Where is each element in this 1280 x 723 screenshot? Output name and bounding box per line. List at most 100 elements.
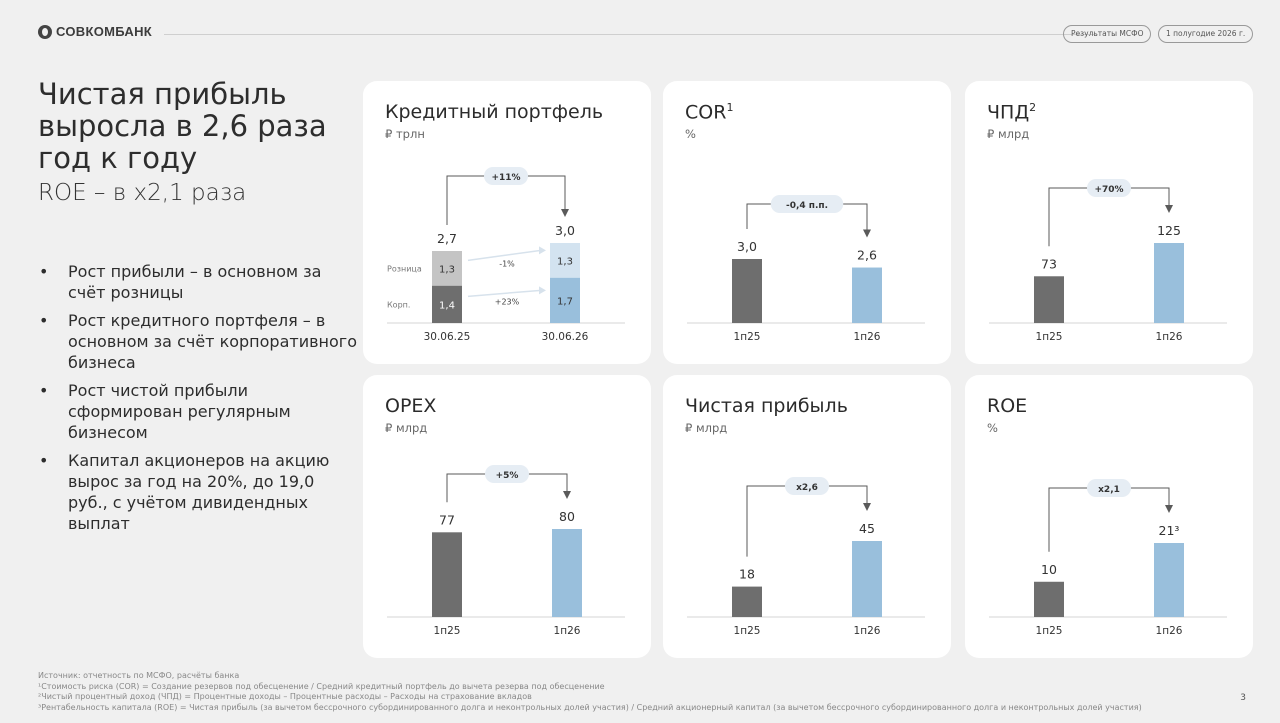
period-pill: 1 полугодие 2026 г.	[1158, 25, 1254, 43]
segment-value-label: 1,4	[439, 300, 455, 311]
delta-arrow-icon	[863, 229, 871, 238]
bar-value-label: 77	[439, 512, 455, 527]
footnote: ¹Стоимость риска (COR) = Создание резерв…	[38, 681, 605, 691]
bullet-item: Рост прибыли – в основном за счёт розниц…	[38, 261, 358, 303]
card-unit: %	[685, 127, 696, 141]
x-tick-label: 1п25	[1036, 331, 1063, 343]
opex-chart: 77 1п25 80 1п26 +5%	[387, 465, 625, 637]
bar	[1034, 276, 1064, 323]
bar	[1154, 243, 1184, 323]
delta-connector	[746, 485, 868, 557]
bar-value-label: 3,0	[737, 239, 757, 254]
segment-arrow-icon	[539, 286, 546, 295]
bullet-list: Рост прибыли – в основном за счёт розниц…	[38, 261, 358, 541]
card-title: COR1	[685, 101, 734, 124]
card-title: Кредитный портфель	[385, 101, 604, 123]
card-unit: ₽ млрд	[685, 421, 728, 435]
logo-icon	[38, 24, 52, 39]
segment-name-label: Корп.	[387, 300, 410, 309]
footnote: ³Рентабельность капитала (ROE) = Чистая …	[38, 702, 1142, 712]
loan-portfolio-chart: 1,4 1,3 2,7 30.06.25 1,7 1,3 3,0 30.06.26 Розниц…	[387, 167, 625, 343]
bank-logo: СОВКОМБАНК	[38, 24, 152, 39]
card-unit: ₽ трлн	[385, 127, 425, 141]
delta-arrow-icon	[1165, 205, 1173, 213]
bar-value-label: 73	[1041, 256, 1057, 271]
bar-segment	[550, 243, 580, 278]
bar-value-label: 10	[1041, 562, 1057, 577]
segment-delta-label: -1%	[499, 259, 515, 268]
x-tick-label: 1п25	[434, 625, 461, 637]
page-subtitle: ROE – в х2,1 раза	[38, 180, 247, 206]
bar-segment	[550, 277, 580, 323]
delta-badge	[485, 465, 529, 483]
x-tick-label: 1п26	[554, 625, 581, 637]
x-tick-label: 1п26	[854, 331, 881, 343]
bullet-item: Капитал акционеров на акцию вырос за год…	[38, 450, 358, 534]
roe-card: ROE % 10 1п25 21³ 1п26 х2,1	[965, 375, 1253, 658]
delta-label: х2,1	[1098, 485, 1120, 495]
bar	[432, 532, 462, 617]
card-unit: %	[987, 421, 998, 435]
footnote: ²Чистый процентный доход (ЧПД) = Процент…	[38, 692, 532, 701]
report-type-pill: Результаты МСФО	[1063, 25, 1152, 43]
bar-value-label: 80	[559, 509, 575, 524]
card-title: Чистая прибыль	[685, 395, 848, 417]
delta-badge	[1087, 179, 1131, 197]
delta-label: х2,6	[796, 483, 818, 493]
footnote: Источник: отчетность по МСФО, расчёты ба…	[38, 671, 240, 680]
bar-value-label: 18	[739, 567, 755, 582]
bar-value-label: 125	[1157, 223, 1181, 238]
page-number: 3	[1240, 693, 1246, 703]
bar	[852, 541, 882, 617]
segment-name-label: Розница	[387, 264, 422, 273]
card-unit: ₽ млрд	[385, 421, 428, 435]
x-tick-label: 1п26	[854, 625, 881, 637]
delta-label: -0,4 п.п.	[786, 201, 828, 211]
segment-value-label: 1,3	[439, 264, 455, 275]
total-value-label: 3,0	[555, 223, 575, 238]
net-profit-chart: 18 1п25 45 1п26 х2,6	[687, 477, 925, 637]
bar-value-label: 21³	[1159, 523, 1180, 538]
card-unit: ₽ млрд	[987, 127, 1030, 141]
x-tick-label: 1п25	[1036, 625, 1063, 637]
card-title: ЧПД2	[987, 101, 1037, 124]
delta-arrow-icon	[561, 209, 569, 217]
bar	[732, 586, 762, 617]
delta-badge	[484, 167, 528, 185]
cor-card: COR1 % 3,0 1п25 2,6 1п26 -0,4 п.п.	[663, 81, 951, 364]
bar-segment	[432, 251, 462, 286]
delta-badge	[1087, 479, 1131, 497]
x-tick-label: 30.06.26	[542, 331, 589, 343]
x-tick-label: 1п26	[1156, 625, 1183, 637]
x-tick-label: 1п25	[734, 625, 761, 637]
bar-value-label: 45	[859, 521, 875, 536]
segment-growth-line	[467, 289, 542, 298]
bullet-item: Рост чистой прибыли сформирован регулярн…	[38, 380, 358, 443]
segment-arrow-icon	[539, 246, 546, 255]
delta-label: +70%	[1094, 185, 1123, 195]
header-divider	[164, 34, 1094, 35]
delta-arrow-icon	[1165, 505, 1173, 513]
delta-arrow-icon	[563, 491, 571, 499]
page-title: Чистая прибыль выросла в 2,6 раза год к …	[38, 77, 327, 175]
bar	[1154, 543, 1184, 617]
x-tick-label: 1п26	[1156, 331, 1183, 343]
header: СОВКОМБАНК Результаты МСФО 1 полугодие 2…	[38, 24, 1254, 44]
bar-segment	[432, 285, 462, 323]
bar	[1034, 581, 1064, 617]
delta-label: +11%	[491, 173, 520, 183]
bar-value-label: 2,6	[857, 248, 877, 263]
bullet-item: Рост кредитного портфеля – в основном за…	[38, 310, 358, 373]
segment-delta-label: +23%	[495, 297, 520, 306]
opex-card: OPEX ₽ млрд 77 1п25 80 1п26 +5%	[363, 375, 651, 658]
x-tick-label: 30.06.25	[424, 331, 471, 343]
bar	[852, 267, 882, 323]
logo-text: СОВКОМБАНК	[56, 24, 152, 39]
delta-arrow-icon	[863, 503, 871, 511]
card-title: OPEX	[385, 395, 437, 417]
card-title: ROE	[987, 395, 1028, 417]
cor-chart: 3,0 1п25 2,6 1п26 -0,4 п.п.	[687, 195, 925, 343]
nii-card: ЧПД2 ₽ млрд 73 1п25 125 1п26 +70%	[965, 81, 1253, 364]
x-tick-label: 1п25	[734, 331, 761, 343]
segment-value-label: 1,3	[557, 256, 573, 267]
